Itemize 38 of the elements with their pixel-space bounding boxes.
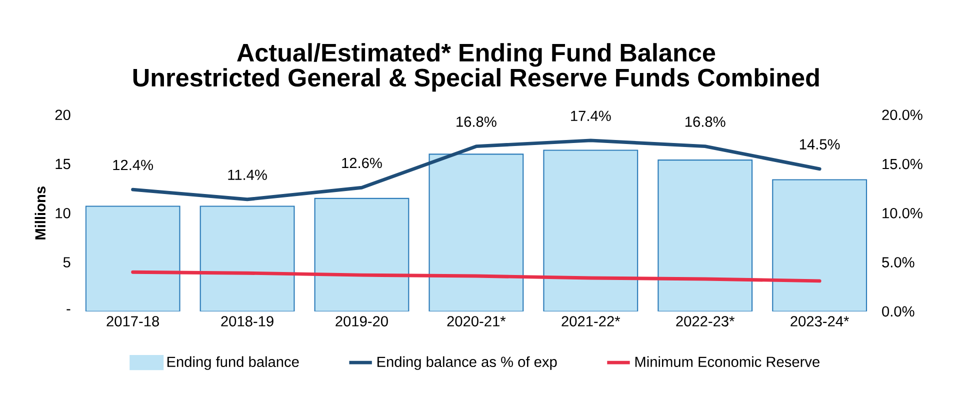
- y-tick-label: 20: [55, 110, 70, 120]
- y2-tick-label: 20.0%: [882, 110, 922, 120]
- line-series: [131, 270, 822, 283]
- x-tick-label: 2022-23*: [676, 316, 735, 326]
- bar: [429, 154, 524, 312]
- legend-label: Ending balance as % of exp: [377, 356, 557, 370]
- bar: [772, 179, 868, 312]
- data-label: 11.4%: [228, 170, 267, 180]
- legend-label: Ending fund balance: [167, 356, 299, 370]
- y2-tick-label: 10.0%: [882, 208, 922, 218]
- data-label: 17.4%: [571, 110, 611, 121]
- y2-tick-label: 0.0%: [882, 306, 914, 317]
- x-tick-label: 2018-19: [221, 316, 274, 326]
- chart-subtitle: Unrestricted General & Special Reserve Funds Combined: [133, 68, 819, 92]
- y2-tick-label: 15.0%: [882, 158, 922, 170]
- x-tick-label: 2021-22*: [562, 316, 620, 326]
- y-tick-label: 10: [56, 208, 70, 218]
- chart-title: Actual/Estimated* Ending Fund Balance: [237, 43, 716, 67]
- data-label: 16.8%: [456, 116, 496, 127]
- legend-label: Minimum Economic Reserve: [635, 356, 820, 368]
- bar: [658, 160, 752, 312]
- bar: [200, 206, 294, 312]
- data-label: 16.8%: [686, 116, 726, 127]
- y-axis-title: Millions: [34, 186, 46, 240]
- y2-tick-label: 5.0%: [882, 257, 914, 268]
- data-label: 12.6%: [342, 158, 382, 168]
- x-tick-label: 2020-21*: [447, 316, 506, 326]
- data-label: 12.4%: [113, 160, 153, 170]
- x-tick-label: 2019-20: [336, 316, 388, 326]
- y-tick-label: -: [66, 309, 70, 310]
- bar: [314, 198, 409, 312]
- x-tick-label: 2023-24*: [790, 316, 849, 326]
- bar: [544, 150, 638, 312]
- y-tick-label: 5: [63, 257, 70, 268]
- x-tick-label: 2017-18: [106, 316, 159, 326]
- y-tick-label: 15: [56, 158, 70, 170]
- data-label: 14.5%: [800, 139, 840, 150]
- bar: [86, 206, 180, 312]
